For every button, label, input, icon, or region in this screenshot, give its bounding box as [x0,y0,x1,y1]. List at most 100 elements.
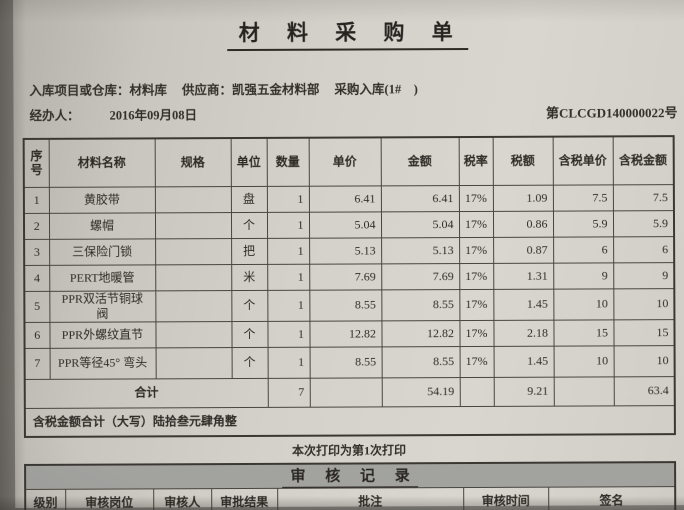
review-column-time: 审核时间 [463,487,549,510]
cell-spec [155,321,232,348]
print-count-note: 本次打印为第1次打印 [291,443,407,458]
cell-unit: 盘 [230,185,267,213]
cell-tax: 1.45 [493,345,554,377]
cell-price-incl-tax: 9 [553,262,614,289]
cell-no: 5 [24,290,50,322]
cell-amount: 5.04 [380,211,460,238]
handler-info-line: 经办人： 2016年09月08日 第CLCGD140000022号 [29,102,678,124]
cell-price-incl-tax: 5.9 [552,210,614,237]
cell-spec [155,238,232,265]
cell-qty: 1 [267,346,310,378]
table-row: 6 PPR外螺纹直节 个 1 12.82 12.82 17% 2.18 15 1… [24,319,675,348]
review-column-reviewer: 审核人 [153,488,212,510]
supplier-field: 供应商：凯强五金材料部 [181,82,320,98]
purchase-info-line: 入库项目或仓库：材料库 供应商：凯强五金材料部 采购入库(1# ) [29,77,669,99]
handler-label: 经办人： [29,108,80,123]
total-tax-rate-empty [459,376,494,407]
cell-price: 6.41 [308,185,381,212]
cell-tax-rate: 17% [459,262,494,290]
cell-qty: 1 [266,211,310,238]
cell-amount: 7.69 [381,263,460,290]
cell-no: 1 [23,186,49,213]
total-qty: 7 [267,377,310,407]
paper-sheet: 材 料 采 购 单 入库项目或仓库：材料库 供应商：凯强五金材料部 采购入库(1# … [13,0,684,510]
column-header-amount-incl-tax: 含税金额 [612,136,674,185]
cell-no: 7 [24,347,50,379]
title-wrap: 材 料 采 购 单 [22,15,672,52]
review-column-signature: 签名 [548,486,676,510]
cell-tax-rate: 17% [459,345,494,378]
date-field: 2016年09月08日 [109,108,198,123]
cell-tax-rate: 17% [459,319,494,347]
review-column-remarks: 批注 [277,487,464,510]
cell-unit: 米 [231,263,268,291]
column-header-price: 单价 [308,137,381,186]
column-header-tax-rate: 税率 [458,136,493,186]
column-header-material-name: 材料名称 [48,138,155,187]
column-header-no: 序号 [23,138,49,187]
cell-amount-incl-tax: 10 [613,288,675,320]
total-amount: 54.19 [381,377,460,407]
cell-price-incl-tax: 6 [553,236,614,263]
cell-no: 2 [23,212,50,239]
column-header-qty: 数量 [266,137,309,186]
table-row: 1 黄胶带 盘 1 6.41 6.41 17% 1.09 7.5 7.5 [23,184,674,213]
cell-tax: 1.31 [493,262,554,289]
cell-spec [154,186,231,213]
cell-spec [155,264,232,291]
column-header-spec: 规格 [154,138,231,187]
cell-amount-incl-tax: 9 [613,262,675,289]
page-title: 材 料 采 购 单 [226,16,468,52]
cell-price-incl-tax: 15 [553,319,614,346]
cell-material-name: PERT地暖管 [49,264,156,291]
cell-price-incl-tax: 10 [553,345,614,377]
cell-tax: 0.86 [492,210,554,237]
cell-unit: 个 [231,346,268,379]
cell-amount-incl-tax: 10 [613,345,675,377]
cell-price: 8.55 [309,346,382,378]
cell-unit: 个 [231,289,268,322]
review-column-post: 审核岗位 [65,488,154,510]
cell-qty: 1 [267,320,310,347]
cell-amount-incl-tax: 5.9 [612,210,675,237]
cell-price: 8.55 [309,289,382,321]
cell-tax: 1.45 [493,288,554,320]
cell-no: 4 [24,264,50,291]
cell-tax-rate: 17% [459,236,494,264]
purchase-type-field: 采购入库(1# ) [334,82,418,97]
total-price-empty [309,377,382,407]
review-record-table: 审 核 记 录 级别 审核岗位 审核人 审批结果 批注 审核时间 签名 [24,461,677,510]
table-row: 5 PPR双活节铜球阀 个 1 8.55 8.55 17% 1.45 10 10 [24,288,675,322]
cell-amount-incl-tax: 6 [613,236,675,263]
cell-amount: 12.82 [381,320,460,347]
purchase-table: 序号 材料名称 规格 单位 数量 单价 金额 税率 税额 含税单价 含税金额 1… [22,135,676,438]
cell-material-name: PPR等径45° 弯头 [49,347,156,379]
total-label: 合计 [24,377,268,408]
review-column-level: 级别 [25,489,66,510]
cell-amount: 8.55 [381,346,460,378]
cell-price-incl-tax: 10 [553,288,614,320]
cell-price-incl-tax: 7.5 [552,184,613,211]
cell-amount-incl-tax: 7.5 [612,184,674,211]
cell-spec [154,212,232,239]
cell-qty: 1 [267,237,310,264]
cell-amount: 5.13 [381,237,460,264]
cell-amount: 6.41 [380,185,459,212]
document-number: 第CLCGD140000022号 [546,105,678,121]
total-amount-incl-tax: 63.4 [613,376,675,406]
handler-and-date: 经办人： 2016年09月08日 [29,104,198,124]
review-section-title: 审 核 记 录 [282,464,418,488]
review-header-row: 级别 审核岗位 审核人 审批结果 批注 审核时间 签名 [25,486,676,510]
warehouse-field: 入库项目或仓库：材料库 [29,83,167,98]
cell-tax-rate: 17% [458,184,493,212]
total-price-incl-tax-empty [553,376,614,406]
cell-qty: 1 [267,289,310,321]
cell-spec [155,290,232,322]
cell-tax-rate: 17% [458,210,494,238]
cell-tax: 2.18 [493,319,554,346]
cell-amount-incl-tax: 15 [613,319,675,346]
cell-no: 6 [24,321,50,348]
table-row: 3 三保险门锁 把 1 5.13 5.13 17% 0.87 6 6 [24,236,675,265]
cell-unit: 把 [231,237,268,265]
table-row: 4 PERT地暖管 米 1 7.69 7.69 17% 1.31 9 9 [24,262,675,291]
